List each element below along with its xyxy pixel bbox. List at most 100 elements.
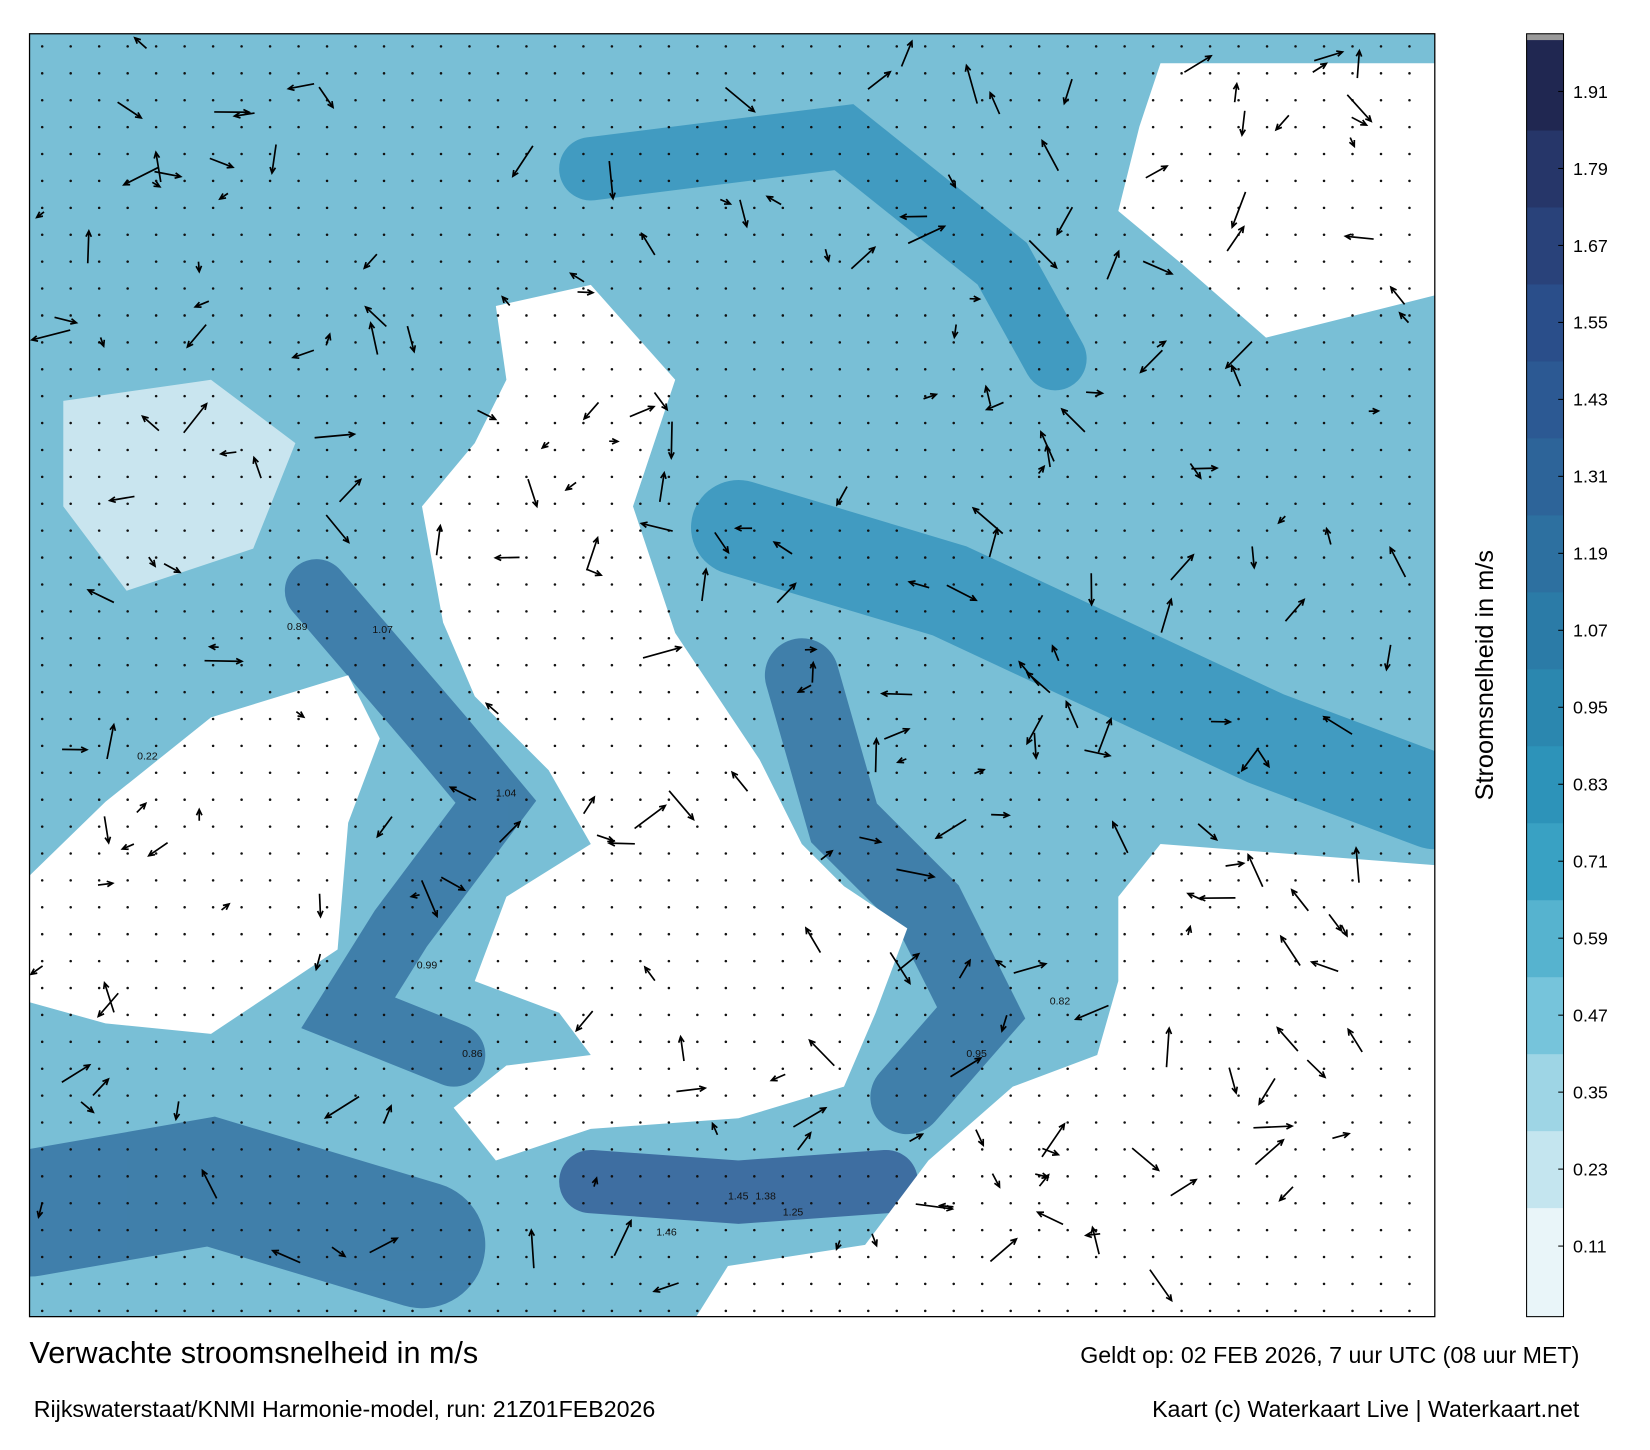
dot (696, 959, 699, 963)
dot (439, 1255, 443, 1259)
dot (781, 125, 785, 129)
colorbar-tick-label: 0.71 (1573, 852, 1608, 872)
dot (1037, 744, 1041, 748)
dot (211, 260, 215, 263)
dot (439, 556, 443, 559)
arrow (642, 645, 683, 659)
dot (297, 771, 300, 775)
dot (1379, 959, 1383, 963)
dot (1294, 1201, 1297, 1205)
dot (268, 1255, 272, 1259)
dot (895, 1201, 899, 1205)
dot (240, 287, 243, 290)
dot (1037, 1309, 1041, 1313)
dot (1009, 852, 1012, 855)
dot (781, 475, 785, 479)
dot (1123, 1201, 1126, 1205)
dot (411, 583, 414, 586)
dot (553, 663, 557, 667)
dot (582, 206, 585, 210)
dot (97, 475, 101, 479)
dot (240, 45, 243, 48)
arrow (569, 272, 585, 283)
dot (268, 448, 272, 452)
dot (1351, 1067, 1354, 1070)
dot (525, 583, 528, 586)
dot (354, 206, 357, 210)
dot (610, 1121, 614, 1124)
dot (582, 1201, 585, 1205)
dot (667, 206, 671, 210)
dot (126, 771, 129, 775)
dot (1180, 906, 1183, 909)
dot (553, 45, 557, 48)
dot (1180, 1013, 1183, 1017)
dot (980, 367, 984, 371)
dot (1094, 744, 1098, 748)
dot (895, 583, 899, 586)
colorbar-label: Stroomsnelheid in m/s (1471, 550, 1499, 800)
dot (211, 744, 215, 748)
dot (496, 287, 500, 290)
dot (866, 1013, 870, 1017)
dot (411, 1255, 414, 1259)
dot (838, 717, 842, 721)
arrow (608, 161, 616, 201)
speed-label: 1.38 (755, 1191, 776, 1203)
dot (40, 475, 44, 479)
dot (952, 852, 955, 855)
dot (696, 771, 699, 775)
dot (582, 1121, 585, 1124)
dot (211, 367, 215, 371)
dot (382, 986, 386, 990)
dot (468, 125, 471, 129)
dot (866, 502, 870, 506)
dot (1208, 879, 1212, 882)
dot (781, 367, 785, 371)
dot (696, 1067, 699, 1070)
dot (69, 852, 72, 855)
dot (354, 529, 357, 532)
dot (724, 341, 728, 344)
dot (126, 421, 129, 425)
dot (211, 690, 215, 694)
dot (411, 314, 414, 317)
dot (240, 1121, 243, 1124)
dot (696, 906, 699, 909)
dot (1379, 556, 1383, 559)
dot (126, 852, 129, 855)
dot (1180, 367, 1183, 371)
dot (696, 1228, 699, 1232)
dot (240, 1201, 243, 1205)
dot (952, 394, 955, 398)
dot (325, 367, 329, 371)
dot (582, 717, 585, 721)
dot (866, 798, 870, 801)
dot (582, 152, 585, 156)
dot (1208, 502, 1212, 506)
dot (69, 394, 72, 398)
dot (895, 1067, 899, 1070)
dot (610, 341, 614, 344)
dot (1351, 367, 1354, 371)
dot (696, 45, 699, 48)
dot (1408, 717, 1411, 721)
dot (154, 394, 158, 398)
dot (1208, 1201, 1212, 1205)
arrow (148, 556, 157, 568)
dot (40, 717, 44, 721)
dot (639, 125, 642, 129)
dot (1094, 45, 1098, 48)
dot (1151, 879, 1155, 882)
dot (1265, 260, 1269, 263)
dot (525, 475, 528, 479)
dot (838, 610, 842, 613)
dot (268, 341, 272, 344)
dot (183, 233, 186, 237)
dot (582, 260, 585, 263)
dot (1379, 1121, 1383, 1124)
arrow (1051, 644, 1060, 662)
dot (297, 610, 300, 613)
dot (1180, 98, 1183, 102)
dot (810, 744, 813, 748)
